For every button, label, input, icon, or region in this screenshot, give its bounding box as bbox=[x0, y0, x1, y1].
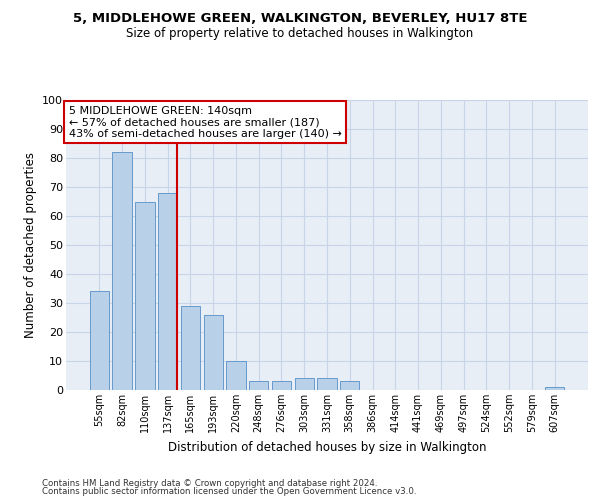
Bar bbox=[295, 378, 314, 390]
Bar bbox=[272, 382, 291, 390]
Text: Size of property relative to detached houses in Walkington: Size of property relative to detached ho… bbox=[127, 28, 473, 40]
Bar bbox=[135, 202, 155, 390]
Text: Contains public sector information licensed under the Open Government Licence v3: Contains public sector information licen… bbox=[42, 487, 416, 496]
Y-axis label: Number of detached properties: Number of detached properties bbox=[23, 152, 37, 338]
Bar bbox=[158, 193, 178, 390]
Bar bbox=[226, 361, 245, 390]
Bar bbox=[317, 378, 337, 390]
Bar bbox=[249, 382, 268, 390]
Bar bbox=[545, 387, 564, 390]
Text: 5 MIDDLEHOWE GREEN: 140sqm
← 57% of detached houses are smaller (187)
43% of sem: 5 MIDDLEHOWE GREEN: 140sqm ← 57% of deta… bbox=[68, 106, 341, 139]
Bar bbox=[181, 306, 200, 390]
Text: Contains HM Land Registry data © Crown copyright and database right 2024.: Contains HM Land Registry data © Crown c… bbox=[42, 478, 377, 488]
Bar bbox=[203, 314, 223, 390]
Bar bbox=[90, 292, 109, 390]
X-axis label: Distribution of detached houses by size in Walkington: Distribution of detached houses by size … bbox=[168, 440, 486, 454]
Bar bbox=[340, 382, 359, 390]
Bar bbox=[112, 152, 132, 390]
Text: 5, MIDDLEHOWE GREEN, WALKINGTON, BEVERLEY, HU17 8TE: 5, MIDDLEHOWE GREEN, WALKINGTON, BEVERLE… bbox=[73, 12, 527, 26]
